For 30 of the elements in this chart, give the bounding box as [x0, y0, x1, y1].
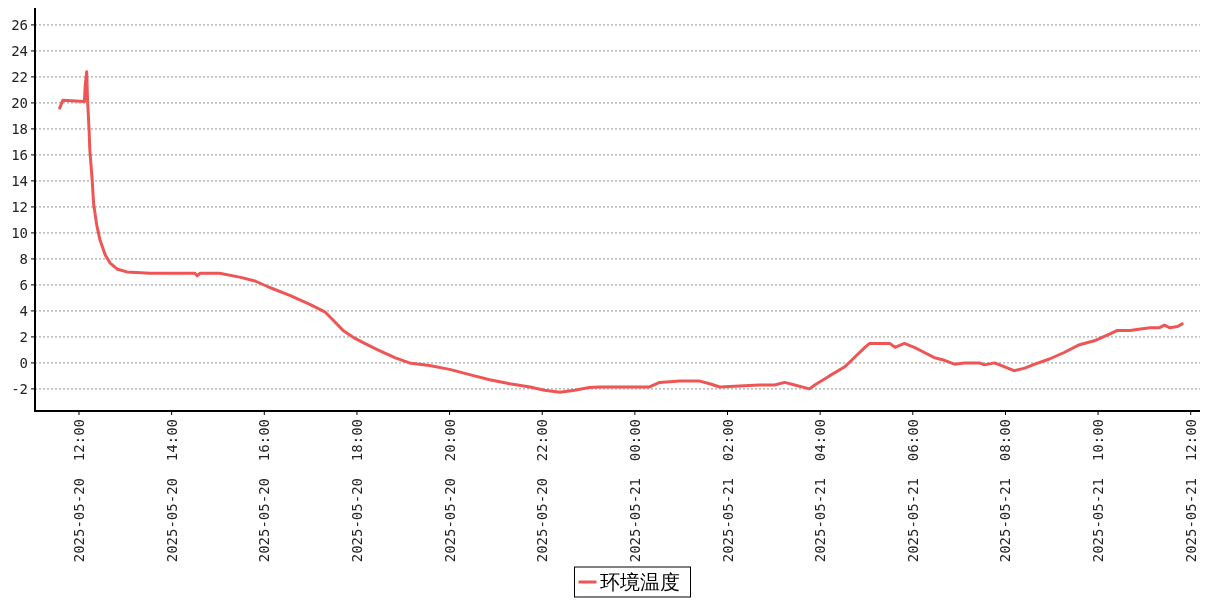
x-tick-label: 2025-05-20 14:00	[163, 419, 180, 563]
y-tick-label: 6	[19, 276, 28, 293]
x-tick-label: 2025-05-21 06:00	[904, 419, 921, 563]
line-series	[58, 70, 1184, 394]
x-tick-label: 2025-05-21 08:00	[997, 419, 1014, 563]
y-tick-label: 4	[19, 302, 28, 319]
y-tick-label: 0	[19, 354, 28, 371]
y-tick-label: 24	[11, 42, 28, 59]
y-tick-label: 20	[11, 94, 28, 111]
x-tick-label: 2025-05-21 10:00	[1090, 419, 1107, 563]
y-tick-label: 18	[11, 120, 28, 137]
legend-label: 环境温度	[599, 570, 680, 594]
y-tick-label: -2	[11, 380, 28, 397]
y-tick-label: 26	[11, 16, 28, 33]
y-tick-label: 14	[11, 172, 28, 189]
x-tick-label: 2025-05-21 04:00	[812, 419, 829, 563]
y-tick-label: 12	[11, 198, 28, 215]
x-tick-label: 2025-05-21 12:00	[1182, 419, 1199, 563]
y-tick-label: 8	[19, 250, 28, 267]
x-tick-label: 2025-05-20 18:00	[348, 419, 365, 563]
x-tick-label: 2025-05-20 20:00	[441, 419, 458, 563]
y-tick-label: 10	[11, 224, 28, 241]
x-tick-label: 2025-05-21 02:00	[719, 419, 736, 563]
x-tick-label: 2025-05-21 00:00	[626, 419, 643, 563]
y-tick-label: 16	[11, 146, 28, 163]
y-tick-label: 2	[19, 328, 28, 345]
x-tick-label: 2025-05-20 12:00	[71, 419, 88, 563]
x-tick-label: 2025-05-20 16:00	[256, 419, 273, 563]
x-tick-label: 2025-05-20 22:00	[534, 419, 551, 563]
y-tick-label: 22	[11, 68, 28, 85]
